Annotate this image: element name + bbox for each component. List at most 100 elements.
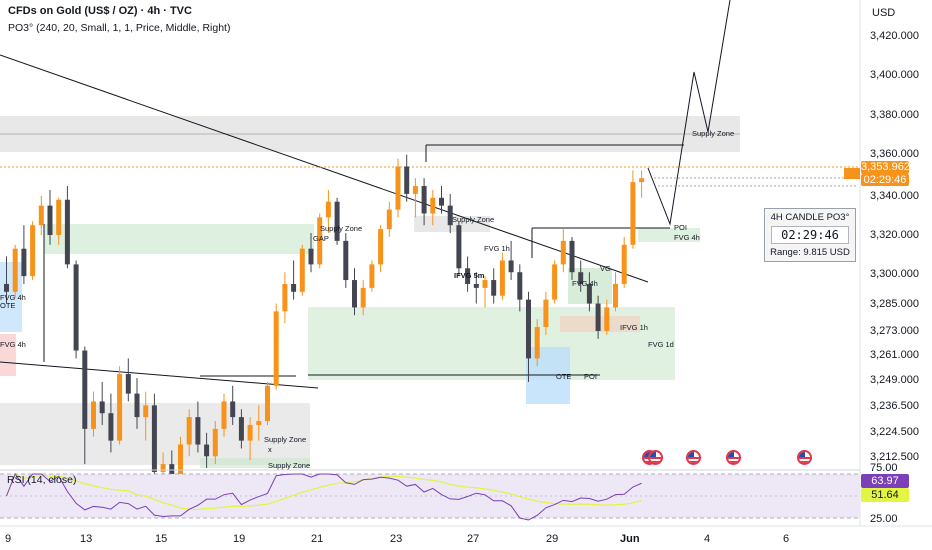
time-tick: 19 <box>233 533 246 545</box>
fvg-4h-label: FVG 4h <box>674 233 700 242</box>
rsi-ma-value-badge: 51.64 <box>861 488 909 502</box>
candle-body <box>204 444 210 457</box>
candle-body <box>256 421 262 425</box>
candle-body <box>56 199 62 235</box>
candle-body <box>91 401 96 429</box>
fvg-1h-label: FVG 1h <box>484 244 510 253</box>
candle-body <box>151 405 157 472</box>
candle-body <box>499 260 505 296</box>
time-tick: 23 <box>390 533 403 545</box>
candle-body <box>212 428 218 457</box>
price-tick: 3,212.500 <box>870 451 919 463</box>
candle-body <box>64 199 70 265</box>
lower-trend-line <box>0 361 319 389</box>
price-tick: 3,236.500 <box>870 400 919 412</box>
candle-body <box>99 401 105 414</box>
candle-body <box>430 197 436 214</box>
x-marker: x <box>268 445 272 454</box>
candle-body <box>352 280 357 308</box>
candle-body <box>47 205 53 235</box>
price-tick: 3,320.000 <box>870 229 919 241</box>
rsi-pane <box>0 472 860 521</box>
supply-zone-label: Supply Zone <box>452 215 495 224</box>
time-tick: 4 <box>704 533 711 545</box>
candle-body <box>238 417 244 441</box>
candle-body <box>421 186 427 214</box>
price-tick: 3,224.500 <box>870 426 919 438</box>
candle-body <box>395 166 401 210</box>
price-tick: 3,300.000 <box>870 268 919 280</box>
time-tick: 29 <box>546 533 559 545</box>
candle-body <box>613 283 618 308</box>
us-flag-event-icon[interactable] <box>726 450 741 465</box>
price-tick: 3,340.000 <box>870 190 919 202</box>
fvg-4h-label: FVG 4h <box>0 293 26 302</box>
fvg-1d-label: FVG 1d <box>648 340 674 349</box>
candle-body <box>439 197 444 206</box>
info-box-title: 4H CANDLE PO3° <box>770 212 850 223</box>
candle-body <box>160 464 166 472</box>
vg-label: VG <box>600 264 611 273</box>
candle-body <box>621 244 627 284</box>
candle-body <box>639 178 645 183</box>
candle-body <box>178 444 183 480</box>
indicator-legend[interactable]: PO3° (240, 20, Small, 1, 1, Price, Middl… <box>8 22 231 34</box>
candle-body <box>334 201 340 241</box>
supply-zone-label: Supply Zone <box>320 224 363 233</box>
candle-body <box>317 217 323 265</box>
candle-body <box>343 240 349 281</box>
candle-body <box>526 299 531 359</box>
candle-body <box>465 268 471 284</box>
supply-zone-label: Supply Zone <box>264 435 307 444</box>
candle-body <box>273 311 279 386</box>
rsi-level-75-label: 75.00 <box>870 462 898 474</box>
current-price-marker <box>844 168 860 179</box>
candle-body <box>595 303 601 331</box>
candle-body <box>456 225 462 269</box>
projection-path <box>647 0 731 226</box>
fvg-4h-label: FVG 4h <box>572 279 598 288</box>
poi-label: POI <box>584 372 597 381</box>
price-tick: 3,249.000 <box>870 374 919 386</box>
us-flag-event-icon[interactable] <box>797 450 812 465</box>
candle-body <box>82 350 88 429</box>
price-tick: 3,380.000 <box>870 109 919 121</box>
ifvg-5m-label: IFVG 5m <box>454 271 485 280</box>
supply-zone-label: Supply Zone <box>692 129 735 138</box>
candle-body <box>560 240 566 265</box>
current-price-lines <box>0 166 860 187</box>
candle-body <box>108 413 114 441</box>
candle-body <box>534 327 540 359</box>
candle-body <box>282 283 288 312</box>
us-flag-event-icon[interactable] <box>648 450 663 465</box>
supply-zone-label: Supply Zone <box>268 461 311 470</box>
chart-title: CFDs on Gold (US$ / OZ) · 4h · TVC <box>8 5 192 17</box>
candle-body <box>412 186 418 194</box>
candle-body <box>517 272 523 300</box>
candle-body <box>569 240 575 273</box>
candle-body <box>360 287 366 308</box>
supply-zone-bottom2-box <box>200 458 310 468</box>
current-price-badge: 3,353.962 <box>861 161 910 174</box>
candle-body <box>299 248 305 292</box>
rsi-level-25-label: 25.00 <box>870 513 898 525</box>
drawing-lines <box>0 0 731 389</box>
rsi-legend[interactable]: RSI (14, close) <box>7 474 77 486</box>
currency-label[interactable]: USD <box>872 7 896 19</box>
price-tick: 3,360.000 <box>870 148 919 160</box>
candle-body <box>117 374 123 441</box>
candle-body <box>369 264 375 288</box>
info-box-range: Range: 9.815 USD <box>770 247 850 258</box>
candle-body <box>630 182 636 245</box>
us-flag-event-icon[interactable] <box>686 450 701 465</box>
candle-body <box>125 374 131 394</box>
price-tick: 3,285.000 <box>870 298 919 310</box>
candle-body <box>21 248 27 277</box>
candle-body <box>73 264 79 351</box>
price-tick: 3,420.000 <box>870 30 919 42</box>
po3-info-box: 4H CANDLE PO3° 02:29:46 Range: 9.815 USD <box>764 208 856 262</box>
candle-body <box>604 307 610 331</box>
info-box-countdown: 02:29:46 <box>771 226 849 244</box>
ifvg-1h-label: IFVG 1h <box>620 323 648 332</box>
